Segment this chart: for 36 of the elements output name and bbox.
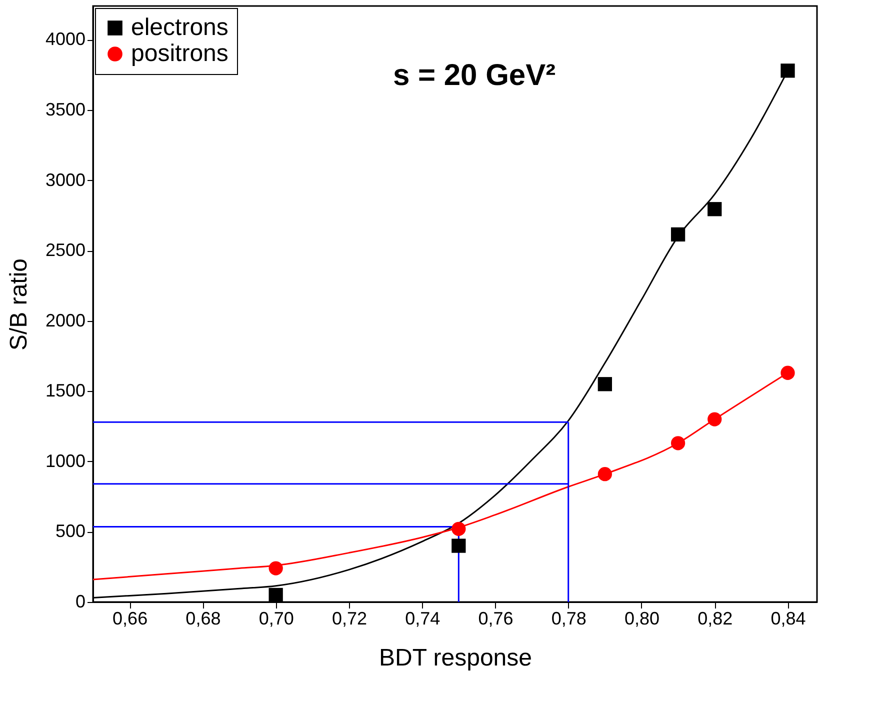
point <box>268 588 283 602</box>
legend-label: electrons <box>131 14 228 41</box>
x-tick-label: 0,78 <box>551 608 586 628</box>
x-axis-title: BDT response <box>379 644 532 672</box>
y-tick-label: 3500 <box>45 100 86 120</box>
x-tick-label: 0,76 <box>478 608 514 628</box>
point <box>780 366 795 380</box>
x-tick-label: 0,72 <box>332 608 367 628</box>
x-tick-label: 0,82 <box>698 608 733 628</box>
point <box>268 561 283 576</box>
y-axis-title: S/B ratio <box>5 258 32 351</box>
y-tick-label: 4000 <box>45 29 86 50</box>
point <box>780 64 795 78</box>
point <box>452 522 466 536</box>
y-tick-label: 500 <box>55 521 86 542</box>
x-tick-label: 0,66 <box>112 608 148 628</box>
x-tick-label: 0,80 <box>624 608 660 628</box>
point <box>452 538 466 553</box>
x-tick-label: 0,84 <box>770 608 806 628</box>
y-tick-label: 2000 <box>45 310 86 330</box>
annotation: s = 20 GeV² <box>393 59 556 92</box>
y-tick-label: 3000 <box>45 170 86 190</box>
legend-label: positrons <box>131 40 228 67</box>
x-tick-label: 0,68 <box>186 608 221 628</box>
point <box>708 202 722 216</box>
x-tick-label: 0,74 <box>405 608 440 628</box>
point <box>708 412 722 426</box>
y-tick-label: 1000 <box>45 450 86 471</box>
point <box>598 467 612 482</box>
point <box>598 377 612 392</box>
x-tick-label: 0,70 <box>258 608 294 628</box>
point <box>670 227 686 242</box>
y-tick-label: 2500 <box>45 240 86 260</box>
point <box>670 436 686 450</box>
y-tick-label: 1500 <box>45 380 86 401</box>
y-tick-label: 0 <box>75 592 86 612</box>
